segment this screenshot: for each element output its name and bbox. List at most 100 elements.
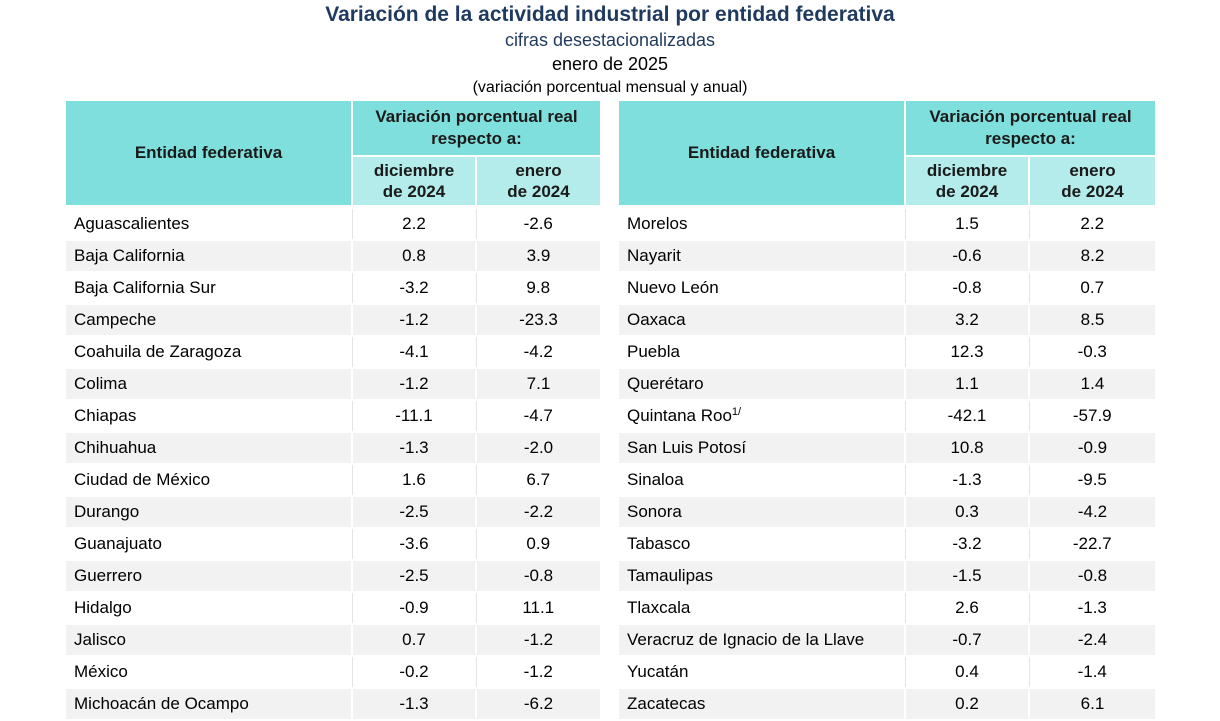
entity-name: Durango [66, 496, 352, 529]
table-row: Veracruz de Ignacio de la Llave -0.7 -2.4 [619, 624, 1155, 657]
entity-name-text: México [74, 662, 128, 681]
right-table-body: Morelos 1.5 2.2 Nayarit -0.6 8.2 Nuevo León -0.… [619, 209, 1155, 721]
value-january: 1.4 [1028, 368, 1155, 401]
value-december: 0.8 [351, 240, 476, 273]
entity-name: Tlaxcala [619, 592, 905, 625]
value-december: 1.5 [904, 209, 1029, 241]
report-title: Variación de la actividad industrial por… [325, 3, 895, 26]
value-january: -2.0 [475, 432, 600, 465]
value-january: -4.7 [475, 400, 600, 433]
value-december: -1.3 [351, 432, 476, 465]
col-december-line2: de 2024 [935, 182, 999, 201]
table-row: Chihuahua -1.3 -2.0 [66, 432, 600, 465]
entity-name-text: Michoacán de Ocampo [74, 694, 249, 713]
report-header: Variación de la actividad industrial por… [0, 0, 1220, 99]
value-december: 1.6 [351, 464, 476, 497]
col-december-header: diciembre de 2024 [351, 155, 476, 205]
left-table-body: Aguascalientes 2.2 -2.6 Baja California 0.8 3… [66, 209, 600, 721]
value-december: 2.2 [351, 209, 476, 241]
value-december: 0.3 [904, 496, 1029, 529]
entity-name-text: Campeche [74, 310, 157, 329]
table-row: México -0.2 -1.2 [66, 656, 600, 689]
entity-name-text: Sinaloa [627, 470, 684, 489]
col-december-header: diciembre de 2024 [904, 155, 1029, 205]
variation-header: Variación porcentual real respecto a: [904, 101, 1155, 156]
entity-name-text: Nuevo León [627, 278, 719, 297]
col-january-header: enero de 2024 [475, 155, 600, 205]
entity-name-text: Nayarit [627, 246, 681, 265]
col-january-line1: enero [515, 161, 562, 180]
value-december: -42.1 [904, 400, 1029, 433]
value-december: -0.2 [351, 656, 476, 689]
entity-name-text: Chiapas [74, 406, 137, 425]
table-row: San Luis Potosí 10.8 -0.9 [619, 432, 1155, 465]
entity-name: Nayarit [619, 240, 905, 273]
value-january: -1.2 [475, 624, 600, 657]
value-december: -11.1 [351, 400, 476, 433]
entity-name: Hidalgo [66, 592, 352, 625]
entity-name: San Luis Potosí [619, 432, 905, 465]
entity-name-text: Yucatán [627, 662, 689, 681]
variation-header: Variación porcentual real respecto a: [351, 101, 600, 156]
entity-name-text: Querétaro [627, 374, 704, 393]
entity-name-text: Tlaxcala [627, 598, 691, 617]
value-december: -1.2 [351, 368, 476, 401]
table-row: Quintana Roo1/-42.1 -57.9 [619, 400, 1155, 433]
value-december: 3.2 [904, 304, 1029, 337]
entity-name-text: Baja California [74, 246, 185, 265]
value-december: 0.2 [904, 688, 1029, 721]
value-december: 12.3 [904, 336, 1029, 369]
entity-name: Ciudad de México [66, 464, 352, 497]
value-january: -4.2 [1028, 496, 1155, 529]
entity-name-text: Colima [74, 374, 127, 393]
entity-name-text: San Luis Potosí [627, 438, 747, 457]
value-january: 8.5 [1028, 304, 1155, 337]
value-january: -1.2 [475, 656, 600, 689]
entity-name-text: Baja California Sur [74, 278, 216, 297]
table-row: Ciudad de México 1.6 6.7 [66, 464, 600, 497]
value-january: 6.1 [1028, 688, 1155, 721]
entity-name: Querétaro [619, 368, 905, 401]
entity-name-text: Ciudad de México [74, 470, 211, 489]
entity-name: Zacatecas [619, 688, 905, 721]
entity-name: Baja California Sur [66, 272, 352, 305]
value-january: -2.6 [475, 209, 600, 241]
table-row: Aguascalientes 2.2 -2.6 [66, 209, 600, 241]
report-note: (variación porcentual mensual y anual) [472, 79, 748, 96]
entity-name: Coahuila de Zaragoza [66, 336, 352, 369]
value-december: -1.3 [904, 464, 1029, 497]
value-january: 9.8 [475, 272, 600, 305]
value-january: -9.5 [1028, 464, 1155, 497]
table-row: Puebla 12.3 -0.3 [619, 336, 1155, 369]
entity-name-text: Guerrero [74, 566, 143, 585]
entity-header: Entidad federativa [619, 101, 905, 205]
value-december: -3.2 [351, 272, 476, 305]
entity-name-text: Morelos [627, 214, 688, 233]
table-row: Durango -2.5 -2.2 [66, 496, 600, 529]
entity-name: Guanajuato [66, 528, 352, 561]
table-row: Morelos 1.5 2.2 [619, 209, 1155, 241]
entity-name-text: Durango [74, 502, 140, 521]
value-december: -0.7 [904, 624, 1029, 657]
col-december-line2: de 2024 [382, 182, 446, 201]
table-row: Sonora 0.3 -4.2 [619, 496, 1155, 529]
entity-name: Tabasco [619, 528, 905, 561]
entity-header: Entidad federativa [66, 101, 352, 205]
value-january: 7.1 [475, 368, 600, 401]
value-december: -0.8 [904, 272, 1029, 305]
value-december: 0.4 [904, 656, 1029, 689]
col-december-line1: diciembre [373, 161, 455, 180]
entity-name: Oaxaca [619, 304, 905, 337]
entity-name: Sonora [619, 496, 905, 529]
table-row: Nayarit -0.6 8.2 [619, 240, 1155, 273]
entity-name-text: Veracruz de Ignacio de la Llave [627, 630, 865, 649]
value-january: 2.2 [1028, 209, 1155, 241]
entity-name: México [66, 656, 352, 689]
report-subtitle: cifras desestacionalizadas [504, 30, 716, 50]
value-january: -1.4 [1028, 656, 1155, 689]
table-row: Colima -1.2 7.1 [66, 368, 600, 401]
value-december: -0.9 [351, 592, 476, 625]
value-december: 10.8 [904, 432, 1029, 465]
value-december: -2.5 [351, 496, 476, 529]
left-table: Entidad federativa Variación porcentual … [66, 101, 600, 721]
